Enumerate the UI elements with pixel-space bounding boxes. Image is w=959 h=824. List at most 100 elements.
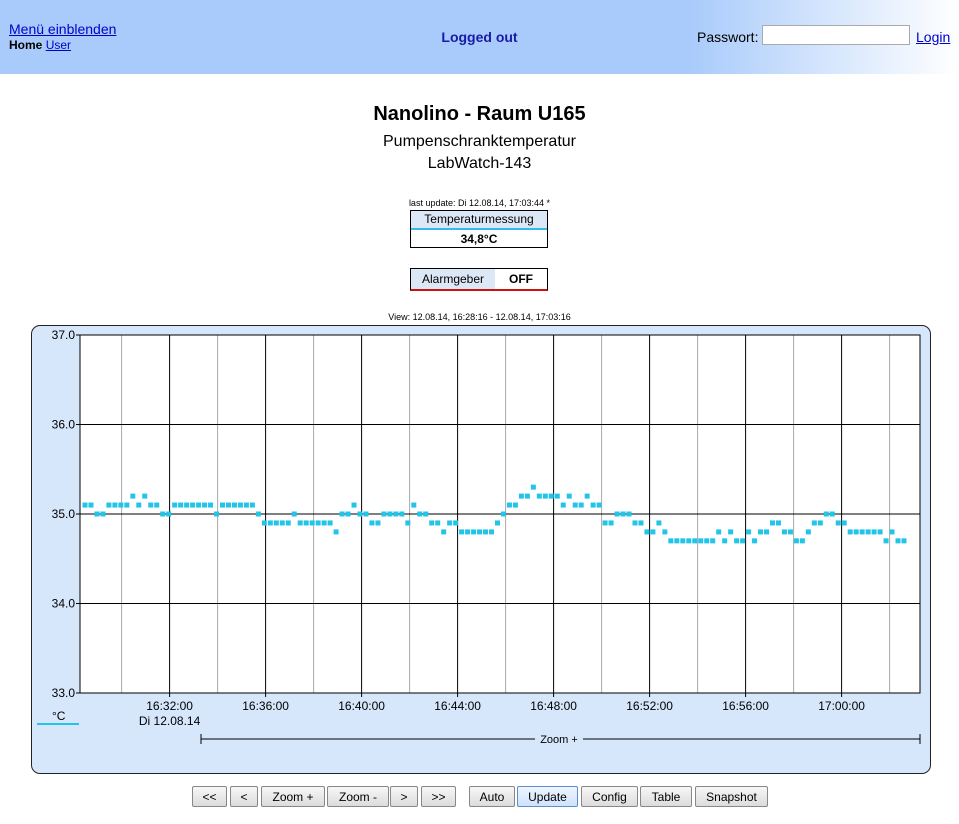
data-point <box>680 538 686 544</box>
data-point <box>710 538 716 544</box>
data-point <box>662 529 668 535</box>
data-point <box>82 502 88 508</box>
data-point <box>423 511 429 517</box>
btn-table[interactable]: Table <box>640 786 692 807</box>
data-point <box>686 538 692 544</box>
data-point <box>728 529 734 535</box>
data-point <box>518 493 524 499</box>
data-point <box>381 511 387 517</box>
data-point <box>124 502 130 508</box>
data-point <box>656 520 662 526</box>
measurement-value: 34,8°C <box>460 232 498 246</box>
data-point <box>333 529 339 535</box>
data-point <box>722 538 728 544</box>
data-point <box>112 502 118 508</box>
data-point <box>620 511 626 517</box>
data-point <box>142 493 148 499</box>
alarm-value: OFF <box>495 269 547 289</box>
measurement-box: Temperaturmessung 34,8°C <box>410 210 548 248</box>
data-point <box>632 520 638 526</box>
data-point <box>429 520 435 526</box>
x-tick-label: 16:44:00 <box>434 699 481 713</box>
data-point <box>769 520 775 526</box>
data-point <box>94 511 100 517</box>
btn-first[interactable]: << <box>192 786 227 807</box>
btn-zoom-in[interactable]: Zoom + <box>261 786 325 807</box>
data-point <box>148 502 154 508</box>
data-point <box>704 538 710 544</box>
y-tick-label: 36.0 <box>52 418 76 432</box>
data-point <box>357 511 363 517</box>
x-tick-label: 16:56:00 <box>722 699 769 713</box>
data-point <box>853 529 859 535</box>
temperature-chart[interactable]: 37.0 36.0 35.0 34.0 33.0 16:32:00 16:36:00 16:4… <box>32 326 930 773</box>
data-point <box>847 529 853 535</box>
data-point <box>309 520 315 526</box>
data-point <box>764 529 770 535</box>
btn-next[interactable]: > <box>390 786 418 807</box>
data-point <box>339 511 345 517</box>
data-point <box>118 502 124 508</box>
data-point <box>279 520 285 526</box>
y-tick-label: 34.0 <box>52 597 76 611</box>
data-point <box>734 538 740 544</box>
data-point <box>249 502 255 508</box>
data-point <box>483 529 489 535</box>
data-point <box>524 493 530 499</box>
data-point <box>859 529 865 535</box>
data-point <box>752 538 758 544</box>
login-link[interactable]: Login <box>916 29 951 45</box>
last-update: last update: Di 12.08.14, 17:03:44 * <box>408 198 551 208</box>
data-point <box>740 538 746 544</box>
y-tick-label: 37.0 <box>52 328 76 342</box>
btn-snapshot[interactable]: Snapshot <box>695 786 768 807</box>
data-point <box>805 529 811 535</box>
data-point <box>500 511 506 517</box>
page-title: Nanolino - Raum U165 <box>373 103 586 125</box>
data-point <box>178 502 184 508</box>
data-point <box>243 502 249 508</box>
data-point <box>506 502 512 508</box>
data-point <box>560 502 566 508</box>
data-point <box>202 502 208 508</box>
data-point <box>787 529 793 535</box>
data-point <box>775 520 781 526</box>
data-point <box>351 502 357 508</box>
alarm-box[interactable]: Alarmgeber OFF <box>410 268 548 291</box>
data-point <box>638 520 644 526</box>
btn-zoom-out[interactable]: Zoom - <box>327 786 389 807</box>
data-point <box>267 520 273 526</box>
show-menu-link[interactable]: Menü einblenden <box>9 21 117 37</box>
btn-auto[interactable]: Auto <box>469 786 515 807</box>
btn-last[interactable]: >> <box>421 786 456 807</box>
data-point <box>345 511 351 517</box>
data-point <box>172 502 178 508</box>
data-point <box>166 511 172 517</box>
data-point <box>327 520 333 526</box>
x-tick-label: 17:00:00 <box>818 699 865 713</box>
data-point <box>387 511 393 517</box>
data-point <box>746 529 752 535</box>
login-status: Logged out <box>441 29 518 45</box>
data-point <box>136 502 142 508</box>
breadcrumb: Home User <box>9 38 71 52</box>
breadcrumb-user-link[interactable]: User <box>45 38 72 52</box>
password-input[interactable] <box>762 25 910 45</box>
data-point <box>817 520 823 526</box>
data-point <box>297 520 303 526</box>
data-point <box>291 511 297 517</box>
data-point <box>453 520 459 526</box>
data-point <box>106 502 112 508</box>
data-point <box>572 502 578 508</box>
data-point <box>88 502 94 508</box>
password-label: Passwort: <box>697 29 759 45</box>
btn-update[interactable]: Update <box>517 786 578 807</box>
data-point <box>578 502 584 508</box>
data-point <box>477 529 483 535</box>
data-point <box>512 502 518 508</box>
btn-config[interactable]: Config <box>581 786 638 807</box>
data-point <box>536 493 542 499</box>
btn-prev[interactable]: < <box>230 786 258 807</box>
data-point <box>411 502 417 508</box>
data-point <box>160 511 166 517</box>
